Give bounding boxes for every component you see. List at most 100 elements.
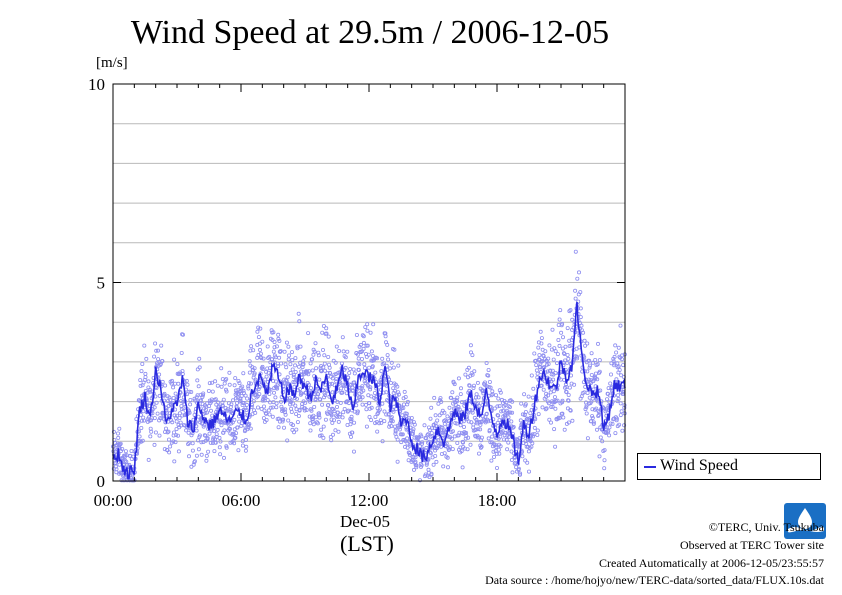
terc-logo <box>784 503 826 539</box>
data-point <box>113 449 118 454</box>
data-point <box>276 336 281 341</box>
data-point <box>411 467 416 472</box>
data-point <box>308 428 313 433</box>
data-point <box>372 390 377 395</box>
data-point <box>494 465 499 470</box>
data-point <box>340 415 345 420</box>
data-point <box>148 389 153 394</box>
data-point <box>163 426 168 431</box>
data-point <box>270 357 275 362</box>
data-point <box>424 445 429 450</box>
data-point <box>289 406 294 411</box>
data-point <box>550 404 555 409</box>
data-point <box>576 299 581 304</box>
data-point <box>317 377 322 382</box>
data-point <box>267 391 272 396</box>
data-point <box>276 425 281 430</box>
data-point <box>149 418 154 423</box>
data-point <box>256 335 261 340</box>
data-point <box>272 339 277 344</box>
data-point <box>373 370 378 375</box>
data-point <box>290 358 295 363</box>
credit-source: Data source : /home/hojyo/new/TERC-data/… <box>485 573 824 587</box>
data-point <box>189 464 194 469</box>
data-point <box>140 438 145 443</box>
data-point <box>377 407 382 412</box>
data-point <box>593 357 598 362</box>
data-point <box>541 387 546 392</box>
data-point <box>247 359 252 364</box>
data-point <box>553 406 558 411</box>
data-point <box>360 384 365 389</box>
data-point <box>503 402 508 407</box>
data-point <box>334 377 339 382</box>
data-point <box>302 408 307 413</box>
data-point <box>148 434 153 439</box>
data-point <box>199 440 204 445</box>
data-point <box>270 405 275 410</box>
data-point <box>227 370 232 375</box>
data-point <box>187 389 192 394</box>
data-point <box>417 444 422 449</box>
data-point <box>336 419 341 424</box>
data-point <box>309 408 314 413</box>
data-point <box>551 357 556 362</box>
data-point <box>195 378 200 383</box>
data-point <box>470 372 475 377</box>
data-point <box>433 413 438 418</box>
data-point <box>320 347 325 352</box>
chart-title: Wind Speed at 29.5m / 2006-12-05 <box>130 14 610 51</box>
data-point <box>348 422 353 427</box>
data-point <box>486 419 491 424</box>
data-point <box>243 448 248 453</box>
data-point <box>242 400 247 405</box>
data-point <box>578 290 583 295</box>
data-point <box>456 376 461 381</box>
x-tick-label: 18:00 <box>478 491 517 510</box>
data-point <box>297 319 302 324</box>
data-point <box>616 396 621 401</box>
data-point <box>565 360 570 365</box>
data-point <box>176 422 181 427</box>
data-point <box>361 388 366 393</box>
data-point <box>461 424 466 429</box>
data-point <box>486 373 491 378</box>
data-point <box>312 404 317 409</box>
data-point <box>155 348 160 353</box>
data-point <box>549 372 554 377</box>
data-point <box>201 391 206 396</box>
data-point <box>486 436 491 441</box>
legend: Wind Speed <box>637 453 821 480</box>
data-point <box>458 423 463 428</box>
legend-swatch <box>644 466 656 468</box>
data-point <box>348 366 353 371</box>
data-point <box>241 388 246 393</box>
data-point <box>298 344 303 349</box>
data-point <box>249 344 254 349</box>
data-point <box>152 416 157 421</box>
data-point <box>139 425 144 430</box>
data-point <box>604 429 609 434</box>
data-point <box>365 328 370 333</box>
data-point <box>585 341 590 346</box>
data-point <box>351 449 356 454</box>
data-point <box>479 444 484 449</box>
axis-ticks <box>112 83 626 482</box>
data-point <box>560 321 565 326</box>
data-point <box>527 469 532 474</box>
data-point <box>600 439 605 444</box>
data-point <box>482 380 487 385</box>
data-point <box>414 465 419 470</box>
data-point <box>251 348 256 353</box>
data-point <box>535 371 540 376</box>
data-point <box>174 427 179 432</box>
data-point <box>382 419 387 424</box>
data-point <box>547 417 552 422</box>
data-point <box>369 349 374 354</box>
data-point <box>584 411 589 416</box>
data-point <box>310 357 315 362</box>
data-point <box>188 397 193 402</box>
data-point <box>529 407 534 412</box>
data-point <box>217 445 222 450</box>
data-point <box>322 361 327 366</box>
